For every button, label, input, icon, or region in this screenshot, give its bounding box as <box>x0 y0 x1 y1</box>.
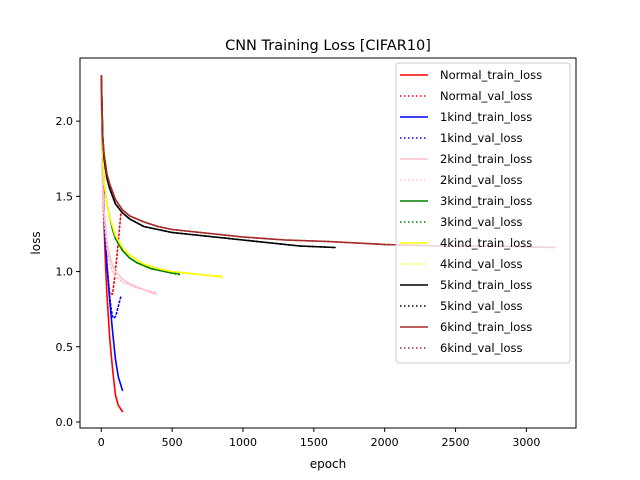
series-line-6kind-val-loss <box>100 75 556 249</box>
y-axis-label: loss <box>29 231 43 254</box>
legend-label: 4kind_train_loss <box>440 236 532 250</box>
legend-label: 1kind_val_loss <box>440 131 523 145</box>
x-axis-label: epoch <box>310 457 347 471</box>
y-tick-label: 0.5 <box>56 341 74 354</box>
x-axis: 0 500 1000 1500 2000 2500 3000 <box>98 428 540 449</box>
x-tick-label: 3000 <box>512 436 540 449</box>
legend-label: 3kind_val_loss <box>440 215 523 229</box>
legend-label: 6kind_train_loss <box>440 320 532 334</box>
x-tick-label: 500 <box>162 436 183 449</box>
y-tick-label: 1.5 <box>56 190 74 203</box>
x-tick-label: 2000 <box>371 436 399 449</box>
legend-box <box>395 62 571 364</box>
legend-label: Normal_val_loss <box>440 89 532 103</box>
legend-label: 5kind_val_loss <box>440 299 523 313</box>
legend: Normal_train_loss Normal_val_loss 1kind_tr… <box>395 62 571 364</box>
x-tick-label: 1000 <box>229 436 257 449</box>
legend-label: 2kind_val_loss <box>440 173 523 187</box>
legend-label: Normal_train_loss <box>440 68 542 82</box>
legend-label: 4kind_val_loss <box>440 257 523 271</box>
x-tick-label: 0 <box>98 436 105 449</box>
y-tick-label: 0.0 <box>56 416 74 429</box>
series-layer <box>100 75 556 413</box>
x-tick-label: 2500 <box>442 436 470 449</box>
axes-frame <box>79 57 577 429</box>
y-tick-label: 1.0 <box>56 266 74 279</box>
y-tick-label: 2.0 <box>56 115 74 128</box>
legend-label: 2kind_train_loss <box>440 152 532 166</box>
series-line-4kind-val-loss <box>100 75 223 279</box>
legend-label: 5kind_train_loss <box>440 278 532 292</box>
x-tick-label: 1500 <box>300 436 328 449</box>
legend-label: 3kind_train_loss <box>440 194 532 208</box>
legend-label: 6kind_val_loss <box>440 341 523 355</box>
series-line-2kind-val-loss <box>100 75 158 294</box>
y-axis: 0.0 0.5 1.0 1.5 2.0 <box>56 115 80 429</box>
chart-title: CNN Training Loss [CIFAR10] <box>225 38 431 54</box>
legend-label: 1kind_train_loss <box>440 110 532 124</box>
